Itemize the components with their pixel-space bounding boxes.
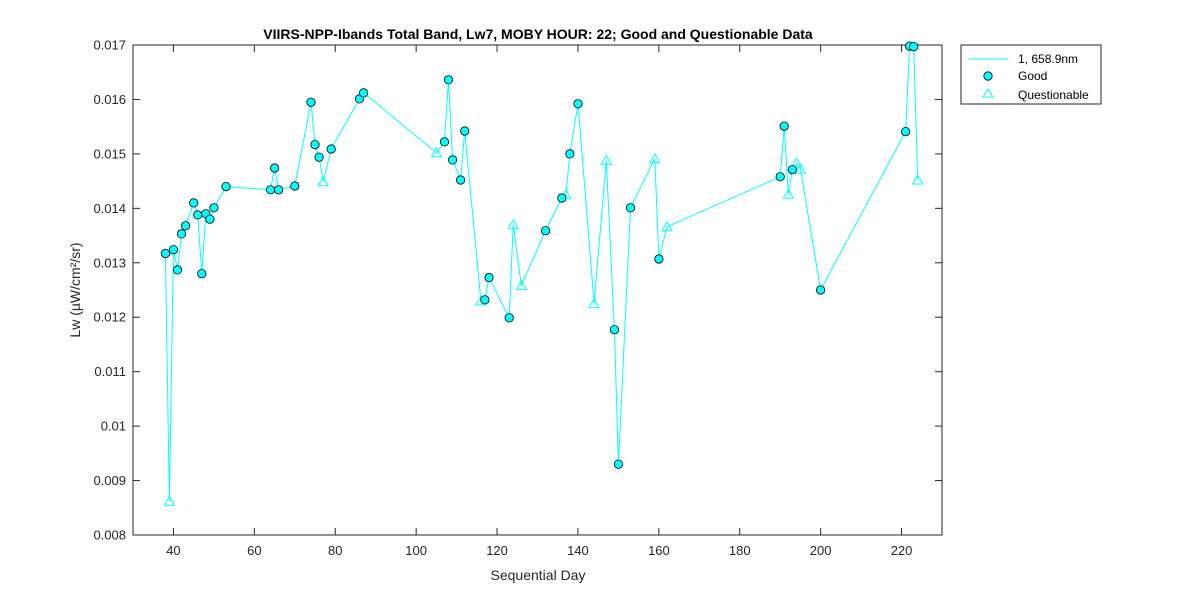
good-point [221, 182, 231, 192]
y-tick-label: 0.015 [93, 146, 126, 161]
good-point [290, 181, 300, 191]
good-point [273, 185, 284, 195]
good-point [189, 198, 199, 208]
questionable-point [317, 175, 329, 187]
good-point [565, 149, 575, 159]
y-tick-label: 0.014 [93, 201, 126, 216]
good-point [358, 88, 369, 98]
questionable-point [588, 297, 600, 309]
good-point [314, 152, 324, 162]
x-tick-label: 180 [729, 543, 751, 558]
good-point [484, 272, 494, 283]
y-tick-label: 0.009 [93, 473, 126, 488]
y-tick-label: 0.016 [93, 92, 126, 107]
questionable-point [648, 152, 661, 164]
good-point [455, 175, 466, 185]
questionable-point [600, 154, 613, 165]
good-point [269, 163, 280, 173]
good-point [573, 99, 583, 109]
good-point [480, 295, 490, 305]
y-tick-label: 0.012 [93, 310, 126, 325]
good-point [205, 214, 215, 224]
good-point [460, 126, 470, 136]
y-axis-label: Lw (µW/cm²/sr) [67, 242, 83, 337]
legend: 1, 658.9nm Good Questionable [960, 44, 1102, 105]
x-axis-label: Sequential Day [491, 567, 586, 583]
questionable-point [661, 220, 673, 232]
plot-series [160, 41, 924, 506]
y-axis: 0.008 0.009 0.01 0.011 0.012 0.013 0.014 0.015 0… [93, 38, 942, 543]
good-point [176, 229, 187, 239]
questionable-point [911, 173, 924, 185]
good-point [625, 203, 636, 213]
good-point [168, 245, 178, 255]
questionable-point [163, 495, 176, 506]
good-point [909, 41, 919, 52]
y-tick-label: 0.008 [93, 528, 126, 543]
good-point [197, 269, 207, 279]
good-point [900, 127, 911, 137]
y-tick-label: 0.011 [94, 364, 126, 379]
x-tick-label: 140 [567, 543, 589, 558]
legend-circle-swatch [983, 71, 993, 81]
good-point [326, 144, 336, 154]
questionable-point [430, 146, 443, 158]
legend-label-questionable: Questionable [1018, 88, 1089, 102]
good-point [654, 254, 664, 264]
good-point [193, 210, 203, 220]
good-point [775, 172, 785, 182]
questionable-point [790, 157, 803, 168]
x-tick-label: 100 [405, 543, 427, 558]
good-point [209, 203, 219, 213]
questionable-point [794, 163, 807, 174]
good-point [504, 313, 514, 323]
good-point [265, 185, 276, 195]
good-point [181, 221, 191, 231]
good-point [779, 121, 789, 131]
x-tick-label: 200 [810, 543, 832, 558]
good-point [160, 248, 170, 259]
legend-label-line: 1, 658.9nm [1018, 52, 1078, 66]
good-point [439, 137, 450, 147]
good-point [815, 285, 826, 295]
plot-area [132, 44, 943, 536]
good-point [557, 193, 567, 203]
good-point [613, 459, 624, 469]
questionable-point [782, 188, 795, 199]
good-point [540, 226, 551, 236]
legend-triangle-swatch [982, 88, 994, 98]
y-tick-label: 0.013 [93, 255, 126, 270]
good-point [609, 325, 620, 335]
good-point [306, 97, 316, 107]
x-tick-label: 80 [328, 543, 342, 558]
good-point [443, 75, 454, 85]
y-tick-label: 0.01 [101, 419, 126, 434]
x-tick-label: 220 [891, 543, 913, 558]
chart-title: VIIRS-NPP-Ibands Total Band, Lw7, MOBY H… [263, 26, 813, 42]
good-point [172, 265, 183, 275]
legend-label-good: Good [1018, 69, 1047, 83]
x-tick-label: 60 [247, 543, 261, 558]
good-point [310, 140, 320, 150]
x-tick-label: 40 [166, 543, 180, 558]
good-point [787, 165, 797, 175]
y-tick-label: 0.017 [93, 38, 126, 53]
x-axis: 40 60 80 100 120 140 160 180 200 220 [166, 45, 912, 558]
questionable-point [507, 218, 520, 230]
x-tick-label: 120 [486, 543, 508, 558]
questionable-point [515, 279, 528, 291]
x-tick-label: 160 [648, 543, 670, 558]
good-point [447, 155, 458, 165]
